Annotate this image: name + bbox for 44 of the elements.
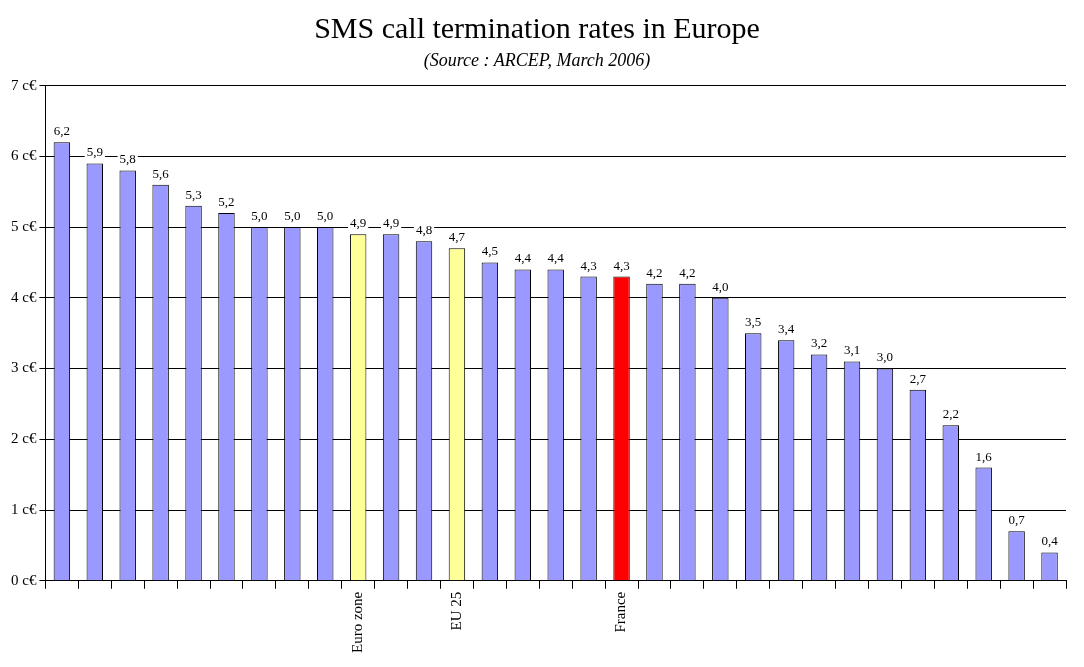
data-label: 4,8	[415, 222, 433, 238]
data-label: 5,2	[218, 193, 235, 209]
data-label: 1,6	[975, 448, 993, 464]
chart-subtitle: (Source : ARCEP, March 2006)	[423, 49, 651, 71]
data-label: 4,0	[712, 278, 729, 294]
data-label: 5,0	[284, 208, 301, 223]
data-label: 5,0	[317, 208, 334, 223]
data-label: 5,3	[185, 186, 202, 202]
data-label: 4,5	[481, 243, 498, 259]
data-label: 4,3	[580, 257, 597, 273]
data-label: 5,0	[251, 208, 268, 223]
data-label: 3,4	[778, 321, 795, 337]
y-tick-label: 3 c€	[10, 359, 37, 376]
data-label: 4,2	[646, 264, 663, 280]
data-label: 4,9	[350, 215, 367, 231]
y-tick-label: 5 c€	[10, 218, 37, 235]
data-label: 3,2	[810, 335, 828, 351]
data-label: 4,4	[514, 250, 532, 266]
data-label: 3,1	[843, 342, 861, 358]
data-label: 4,9	[382, 215, 400, 231]
y-tick-label: 1 c€	[10, 500, 37, 517]
data-label: 2,2	[942, 406, 959, 422]
x-tick-label: Euro zone	[349, 591, 366, 654]
data-label: 4,3	[613, 257, 630, 273]
data-label: 5,6	[152, 165, 170, 181]
data-label: 4,4	[547, 250, 565, 266]
data-label: 4,2	[679, 264, 696, 280]
data-label: 5,9	[86, 144, 103, 160]
data-label: 0,7	[1008, 512, 1026, 528]
y-tick-label: 6 c€	[10, 147, 37, 164]
data-label: 2,7	[909, 370, 927, 386]
data-label: 4,7	[448, 229, 466, 245]
chart-title: SMS call termination rates in Europe	[314, 10, 760, 44]
data-label: 5,8	[119, 151, 136, 167]
x-tick-label: EU 25	[447, 591, 464, 631]
y-tick-label: 4 c€	[10, 288, 37, 305]
data-label: 6,2	[53, 123, 70, 139]
x-tick-label: France	[612, 591, 629, 633]
data-label: 3,0	[876, 349, 894, 365]
y-tick-label: 7 c€	[10, 76, 37, 93]
y-tick-label: 0 c€	[10, 571, 37, 588]
data-label: 3,5	[745, 314, 762, 330]
data-label: 0,4	[1041, 533, 1059, 549]
y-tick-label: 2 c€	[10, 430, 37, 447]
